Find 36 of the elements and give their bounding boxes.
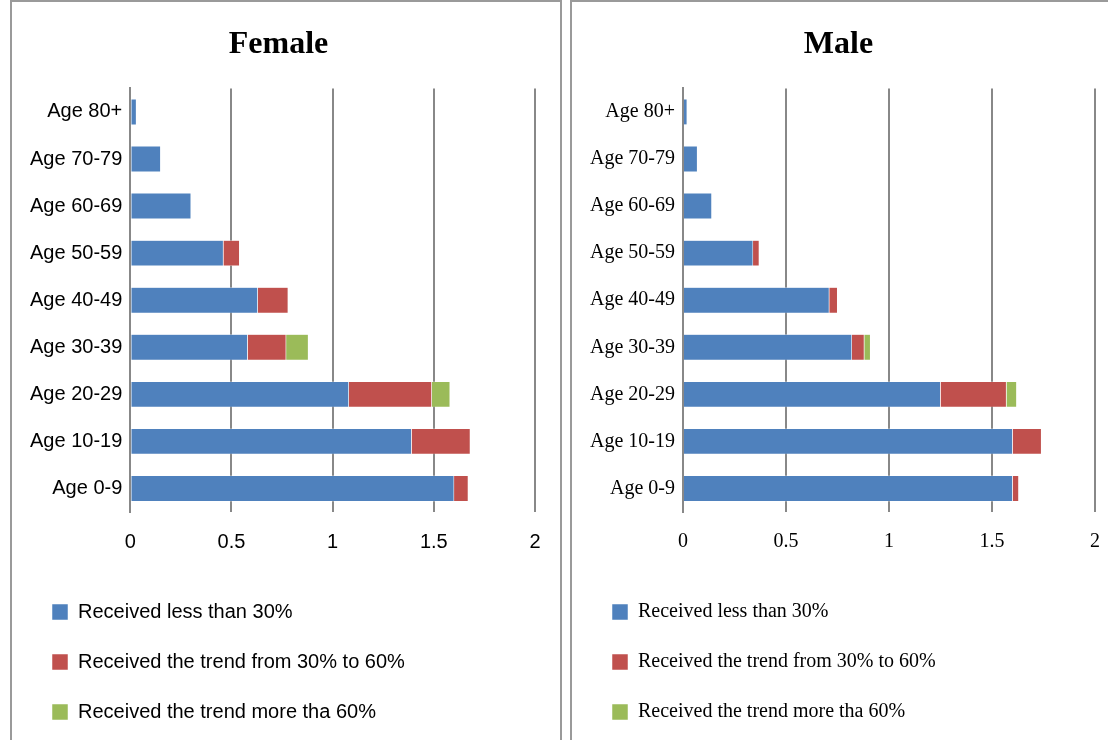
legend-label: Received the trend from 30% to 60%	[638, 649, 936, 672]
legend-label: Received the trend from 30% to 60%	[78, 649, 406, 672]
x-tick-label: 1.5	[419, 529, 448, 552]
y-tick-label: Age 10-19	[30, 428, 123, 451]
chart-title: Female	[228, 24, 329, 61]
x-tick-label: 0	[124, 529, 136, 552]
y-tick-label: Age 60-69	[30, 193, 123, 216]
legend-label: Received the trend more tha 60%	[638, 699, 906, 722]
y-tick-label: Age 60-69	[590, 193, 675, 217]
y-tick-label: Age 40-49	[30, 287, 123, 310]
x-tick-label: 1	[883, 529, 894, 552]
x-tick-label: 0.5	[773, 529, 799, 552]
y-tick-label: Age 30-39	[590, 334, 675, 358]
y-tick-label: Age 30-39	[30, 334, 123, 357]
y-tick-label: Age 70-79	[30, 146, 123, 169]
x-tick-label: 2	[529, 529, 541, 552]
y-tick-label: Age 20-29	[590, 381, 675, 405]
chart-title: Male	[803, 24, 874, 61]
y-tick-label: Age 70-79	[590, 146, 675, 170]
x-tick-label: 1.5	[979, 529, 1005, 552]
x-tick-label: 1	[327, 529, 339, 552]
y-tick-label: Age 20-29	[30, 381, 123, 404]
legend-label: Received less than 30%	[78, 599, 293, 622]
y-tick-label: Age 0-9	[610, 475, 675, 499]
y-tick-label: Age 80+	[47, 99, 123, 122]
y-tick-label: Age 80+	[605, 99, 675, 123]
y-tick-label: Age 50-59	[30, 240, 123, 263]
x-tick-label: 0.5	[217, 529, 246, 552]
legend-label: Received the trend more tha 60%	[78, 699, 377, 722]
x-tick-label: 2	[1090, 529, 1100, 552]
y-tick-label: Age 10-19	[590, 428, 675, 452]
legend-label: Received less than 30%	[638, 599, 829, 622]
x-tick-label: 0	[677, 529, 688, 552]
y-tick-label: Age 40-49	[590, 287, 675, 311]
y-tick-label: Age 0-9	[52, 475, 123, 498]
y-tick-label: Age 50-59	[590, 240, 675, 264]
